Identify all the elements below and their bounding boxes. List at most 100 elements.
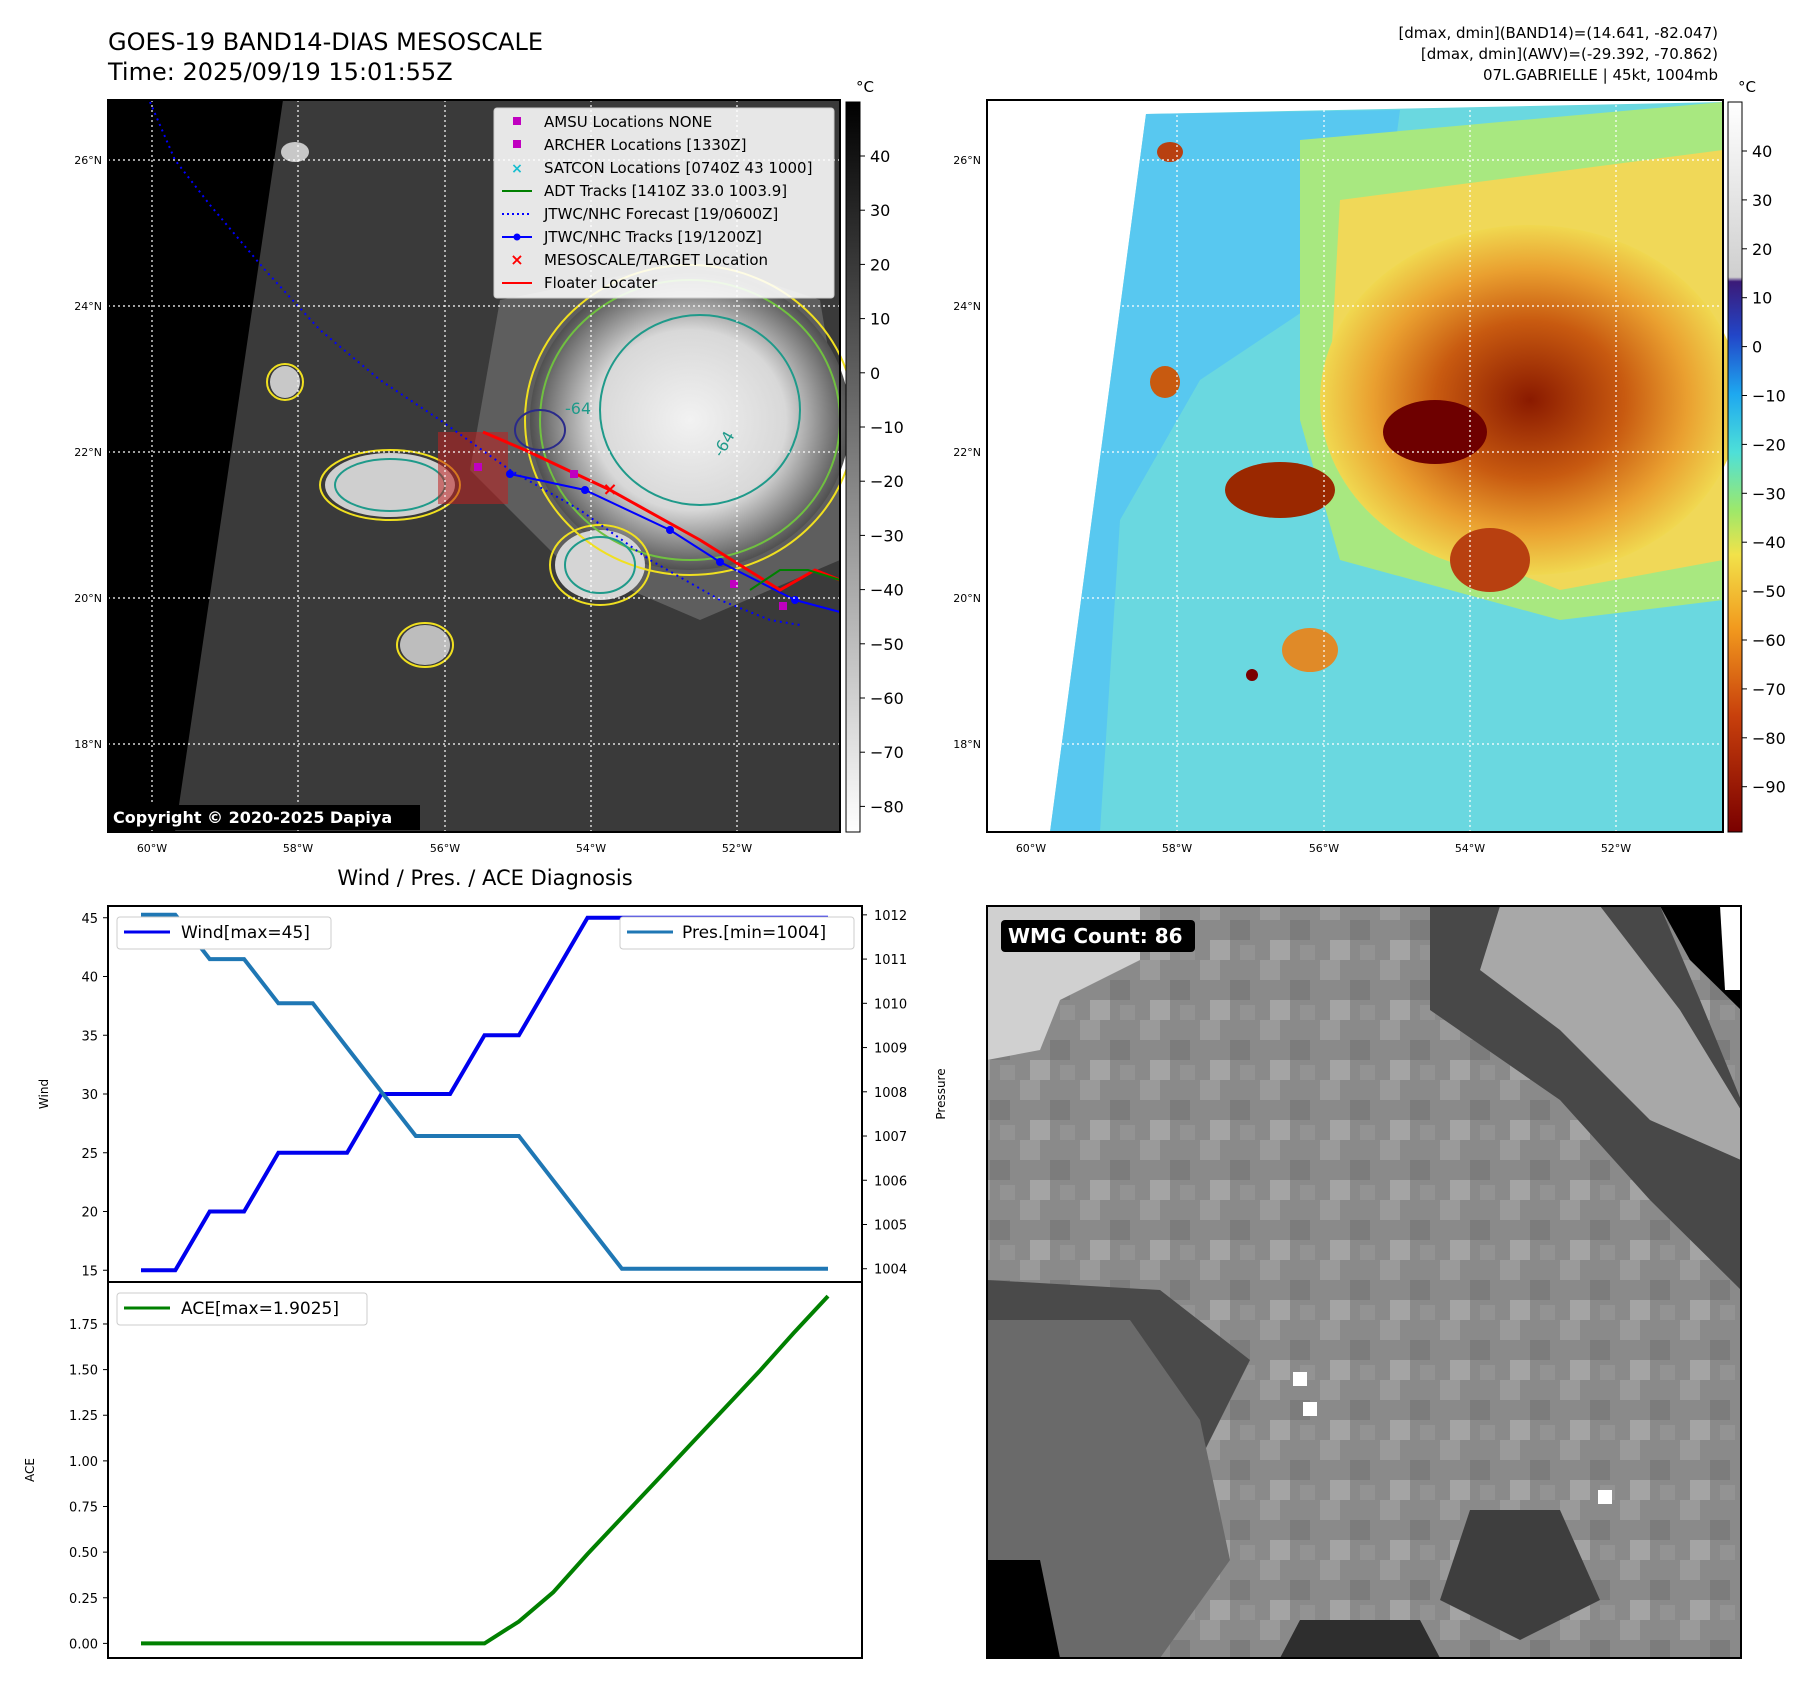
colorbar-tick-label: 40 xyxy=(1752,142,1772,161)
pressure-tick-label: 1005 xyxy=(874,1218,907,1233)
pressure-legend xyxy=(619,916,855,950)
legend-satcon: SATCON Locations [0740Z 43 1000] xyxy=(544,159,812,177)
color-colorbar: °C 40 30 20 10 0 −10 −20 −30 −40 −50 −60 −70 −80 −90 xyxy=(1727,78,1786,833)
legend-target: MESOSCALE/TARGET Location xyxy=(544,251,768,269)
lat-label: 24°N xyxy=(953,300,981,313)
colorbar-tick-label: −20 xyxy=(870,472,904,491)
colorbar-unit: °C xyxy=(856,78,874,96)
lat-label: 26°N xyxy=(74,154,102,167)
colorbar-tick-label: −40 xyxy=(870,581,904,600)
map2-axis-labels: 26°N 24°N 22°N 20°N 18°N 60°W 58°W 56°W … xyxy=(953,154,1631,855)
lon-label: 58°W xyxy=(283,842,313,855)
pressure-tick-label: 1011 xyxy=(874,953,907,968)
map-legend: AMSU Locations NONE ARCHER Locations [13… xyxy=(493,107,835,299)
colorbar-tick-label: 10 xyxy=(1752,289,1772,308)
wind-tick-label: 30 xyxy=(81,1088,98,1103)
ace-legend xyxy=(116,1292,368,1326)
colorbar-tick-label: 10 xyxy=(870,310,890,329)
title-line-2: Time: 2025/09/19 15:01:55Z xyxy=(107,58,453,86)
pressure-tick-label: 1004 xyxy=(874,1263,907,1278)
pressure-tick-label: 1008 xyxy=(874,1086,907,1101)
ace-tick-label: 1.75 xyxy=(69,1318,98,1333)
lat-label: 24°N xyxy=(74,300,102,313)
pressure-tick-label: 1010 xyxy=(874,997,907,1012)
pressure-axis-label: Pressure xyxy=(934,1068,948,1119)
ace-tick-label: 1.50 xyxy=(69,1364,98,1379)
lat-label: 22°N xyxy=(74,446,102,459)
pressure-tick-label: 1009 xyxy=(874,1042,907,1057)
ace-tick-label: 0.00 xyxy=(69,1637,98,1652)
wind-tick-label: 45 xyxy=(81,912,98,927)
colorbar-tick-label: 40 xyxy=(870,147,890,166)
ace-axis-label: ACE xyxy=(23,1458,37,1482)
colorbar-tick-label: −40 xyxy=(1752,533,1786,552)
forecast-track xyxy=(149,101,801,626)
ace-tick-label: 0.50 xyxy=(69,1546,98,1561)
colorbar-tick-label: −20 xyxy=(1752,435,1786,454)
wind-legend-label: Wind[max=45] xyxy=(181,923,310,943)
legend-floater: Floater Locater xyxy=(544,274,658,292)
lon-label: 56°W xyxy=(430,842,460,855)
svg-text:×: × xyxy=(511,161,523,177)
floater-track xyxy=(482,430,841,592)
title-line-1: GOES-19 BAND14-DIAS MESOSCALE xyxy=(108,28,543,56)
wind-tick-label: 40 xyxy=(81,971,98,986)
legend-adt: ADT Tracks [1410Z 33.0 1003.9] xyxy=(544,182,787,200)
pressure-tick-label: 1012 xyxy=(874,909,907,924)
ace-tick-label: 0.75 xyxy=(69,1501,98,1516)
pressure-series-line xyxy=(141,912,828,1271)
lat-label: 20°N xyxy=(953,592,981,605)
colorbar-tick-label: −30 xyxy=(1752,484,1786,503)
pressure-tick-label: 1007 xyxy=(874,1130,907,1145)
wind-tick-label: 35 xyxy=(81,1029,98,1044)
copyright: Copyright © 2020-2025 Dapiya xyxy=(113,808,392,827)
diagnosis-title: Wind / Pres. / ACE Diagnosis xyxy=(337,866,632,890)
lon-label: 58°W xyxy=(1162,842,1192,855)
colorbar-tick-label: 0 xyxy=(1752,338,1762,357)
colorbar-tick-label: −90 xyxy=(1752,778,1786,797)
svg-text:×: × xyxy=(602,479,617,500)
colorbar-tick-label: 20 xyxy=(870,255,890,274)
floater-box xyxy=(438,432,508,504)
wind-tick-label: 25 xyxy=(81,1147,98,1162)
svg-text:×: × xyxy=(510,250,523,269)
ace-tick-label: 0.25 xyxy=(69,1592,98,1607)
lat-label: 18°N xyxy=(953,738,981,751)
wmg-count: WMG Count: 86 xyxy=(1008,924,1183,948)
colorbar-tick-label: −10 xyxy=(870,418,904,437)
ace-series-line xyxy=(141,1294,830,1646)
lat-label: 18°N xyxy=(74,738,102,751)
lon-label: 54°W xyxy=(1455,842,1485,855)
map1-axis-labels: 26°N 24°N 22°N 20°N 18°N 60°W 58°W 56°W … xyxy=(74,154,752,855)
grayscale-colorbar: °C 40 30 20 10 0 −10 −20 −30 −40 −50 −60 −70 −80 xyxy=(845,78,904,833)
contour-label-1: -64 xyxy=(565,399,591,418)
info-line-1: [dmax, dmin](BAND14)=(14.641, -82.047) xyxy=(1398,24,1718,42)
lon-label: 60°W xyxy=(137,842,167,855)
lat-label: 26°N xyxy=(953,154,981,167)
legend-archer: ARCHER Locations [1330Z] xyxy=(544,136,747,154)
wind-legend xyxy=(116,916,332,950)
colorbar-tick-label: −80 xyxy=(870,797,904,816)
colorbar-tick-label: −80 xyxy=(1752,729,1786,748)
wind-tick-label: 15 xyxy=(81,1264,98,1279)
wind-pressure-chart: 15 20 25 30 35 40 45 1004 1005 1006 1007 1008 1009 1… xyxy=(37,905,948,1283)
ace-legend-label: ACE[max=1.9025] xyxy=(181,1299,339,1319)
colorbar-tick-label: 0 xyxy=(870,364,880,383)
colorbar-tick-label: 30 xyxy=(870,201,890,220)
legend-forecast: JTWC/NHC Forecast [19/0600Z] xyxy=(543,205,778,223)
lat-label: 20°N xyxy=(74,592,102,605)
colorbar-unit: °C xyxy=(1738,78,1756,96)
ace-tick-label: 1.00 xyxy=(69,1455,98,1470)
legend-tracks: JTWC/NHC Tracks [19/1200Z] xyxy=(543,228,762,246)
wind-axis-label: Wind xyxy=(37,1079,51,1109)
colorbar-tick-label: −10 xyxy=(1752,387,1786,406)
adt-track xyxy=(749,569,841,591)
best-track xyxy=(509,473,841,613)
lon-label: 56°W xyxy=(1309,842,1339,855)
colorbar-tick-label: −50 xyxy=(1752,582,1786,601)
colorbar-tick-label: 30 xyxy=(1752,191,1772,210)
colorbar-tick-label: −70 xyxy=(870,743,904,762)
pressure-tick-label: 1006 xyxy=(874,1174,907,1189)
lon-label: 52°W xyxy=(1601,842,1631,855)
